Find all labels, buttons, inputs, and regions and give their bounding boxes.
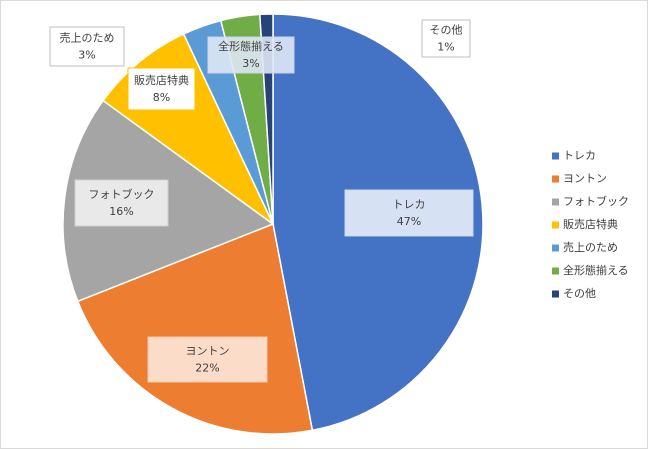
legend-swatch [552, 152, 559, 160]
legend-swatch [552, 175, 559, 183]
legend-label: ヨントン [563, 172, 607, 185]
data-label-value: 1% [437, 41, 454, 54]
data-label-value: 47% [397, 215, 421, 228]
data-label-value: 22% [195, 362, 219, 375]
data-label-category: 販売店特典 [134, 73, 189, 87]
legend-label: 売上のため [563, 241, 618, 254]
data-label-value: 3% [242, 57, 259, 70]
data-label-box [421, 19, 471, 58]
legend-swatch [552, 244, 559, 252]
legend-swatch [552, 221, 559, 229]
legend-label: フォトブック [563, 194, 629, 208]
legend-label: 販売店特典 [563, 217, 618, 231]
data-label-category: 売上のため [60, 32, 115, 45]
data-label-category: 全形態揃える [218, 39, 284, 53]
data-label-value: 8% [153, 91, 170, 104]
data-label-category: ヨントン [186, 345, 230, 358]
legend-swatch [552, 198, 559, 206]
data-label-box [344, 189, 474, 237]
legend-label: トレカ [563, 149, 596, 162]
data-label-value: 16% [109, 205, 133, 218]
data-label-value: 3% [78, 49, 95, 62]
legend-label: その他 [563, 287, 596, 300]
data-label-box [207, 36, 295, 74]
data-label-category: その他 [430, 24, 463, 37]
legend-label: 全形態揃える [563, 263, 629, 277]
legend-swatch [552, 267, 559, 275]
data-label-box [74, 179, 169, 227]
data-label-box [147, 336, 268, 383]
data-label-box [49, 26, 125, 67]
data-label-category: フォトブック [89, 187, 155, 201]
legend-swatch [552, 290, 559, 298]
data-label-box [127, 67, 196, 111]
data-label-category: トレカ [393, 198, 426, 211]
